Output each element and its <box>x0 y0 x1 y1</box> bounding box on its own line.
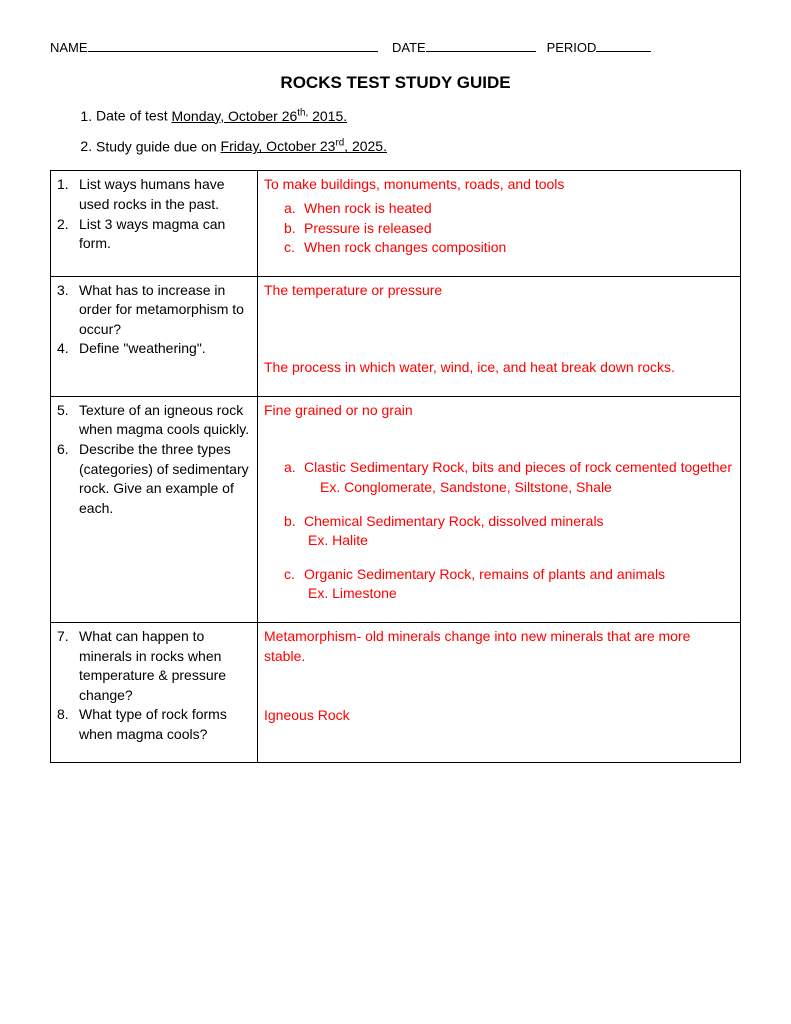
q-num: 4. <box>57 339 75 359</box>
q-num: 6. <box>57 440 75 518</box>
intro-2-sup: rd <box>335 138 344 149</box>
q-num: 3. <box>57 281 75 340</box>
answer-text: Chemical Sedimentary Rock, dissolved min… <box>304 512 604 532</box>
answer-text: To make buildings, monuments, roads, and… <box>264 175 734 195</box>
sub-letter: b. <box>284 512 304 532</box>
period-blank[interactable] <box>596 51 651 52</box>
intro-2-year: , 2025. <box>344 138 387 154</box>
answer-text: The process in which water, wind, ice, a… <box>264 358 734 378</box>
q-text: What type of rock forms when magma cools… <box>75 705 251 744</box>
table-row: 5. Texture of an igneous rock when magma… <box>51 396 741 622</box>
q-num: 1. <box>57 175 75 214</box>
sub-letter: c. <box>284 565 304 585</box>
q-text: What can happen to minerals in rocks whe… <box>75 627 251 705</box>
answer-example: Ex. Halite <box>308 531 734 551</box>
date-label: DATE <box>392 40 426 55</box>
sub-letter: b. <box>284 219 304 239</box>
answer-text: Organic Sedimentary Rock, remains of pla… <box>304 565 665 585</box>
intro-1-prefix: Date of test <box>96 108 171 124</box>
intro-item-2: Study guide due on Friday, October 23rd,… <box>96 138 741 155</box>
intro-2-date: Friday, October 23 <box>221 138 336 154</box>
q-num: 2. <box>57 215 75 254</box>
answer-text: When rock is heated <box>304 199 432 219</box>
name-label: NAME <box>50 40 88 55</box>
answer-text: Metamorphism- old minerals change into n… <box>264 627 734 666</box>
answer-example: Ex. Limestone <box>308 584 734 604</box>
worksheet-header: NAME DATE PERIOD <box>50 40 741 55</box>
intro-2-prefix: Study guide due on <box>96 138 221 154</box>
answer-text: The temperature or pressure <box>264 281 734 301</box>
answer-text: Igneous Rock <box>264 706 734 726</box>
q-num: 7. <box>57 627 75 705</box>
q-text: Texture of an igneous rock when magma co… <box>75 401 251 440</box>
q-text: List ways humans have used rocks in the … <box>75 175 251 214</box>
table-row: 7. What can happen to minerals in rocks … <box>51 623 741 763</box>
intro-list: Date of test Monday, October 26th, 2015.… <box>50 107 741 154</box>
q-text: Describe the three types (categories) of… <box>75 440 251 518</box>
intro-1-year: 2015. <box>308 108 347 124</box>
period-label: PERIOD <box>547 40 597 55</box>
answer-text: When rock changes composition <box>304 238 506 258</box>
answer-text: Clastic Sedimentary Rock, bits and piece… <box>304 458 732 478</box>
q-text: List 3 ways magma can form. <box>75 215 251 254</box>
name-blank[interactable] <box>88 51 378 52</box>
table-row: 1.List ways humans have used rocks in th… <box>51 171 741 276</box>
intro-1-sup: th, <box>297 107 308 118</box>
sub-letter: a. <box>284 199 304 219</box>
q-text: Define "weathering". <box>75 339 251 359</box>
q-num: 5. <box>57 401 75 440</box>
table-row: 3. What has to increase in order for met… <box>51 276 741 396</box>
study-guide-table: 1.List ways humans have used rocks in th… <box>50 170 741 763</box>
date-blank[interactable] <box>426 51 536 52</box>
intro-1-date: Monday, October 26 <box>171 108 297 124</box>
answer-example: Ex. Conglomerate, Sandstone, Siltstone, … <box>320 478 734 498</box>
answer-text: Fine grained or no grain <box>264 401 734 421</box>
answer-text: Pressure is released <box>304 219 432 239</box>
sub-letter: c. <box>284 238 304 258</box>
page-title: ROCKS TEST STUDY GUIDE <box>50 73 741 93</box>
q-text: What has to increase in order for metamo… <box>75 281 251 340</box>
q-num: 8. <box>57 705 75 744</box>
intro-item-1: Date of test Monday, October 26th, 2015. <box>96 107 741 124</box>
sub-letter: a. <box>284 458 304 478</box>
